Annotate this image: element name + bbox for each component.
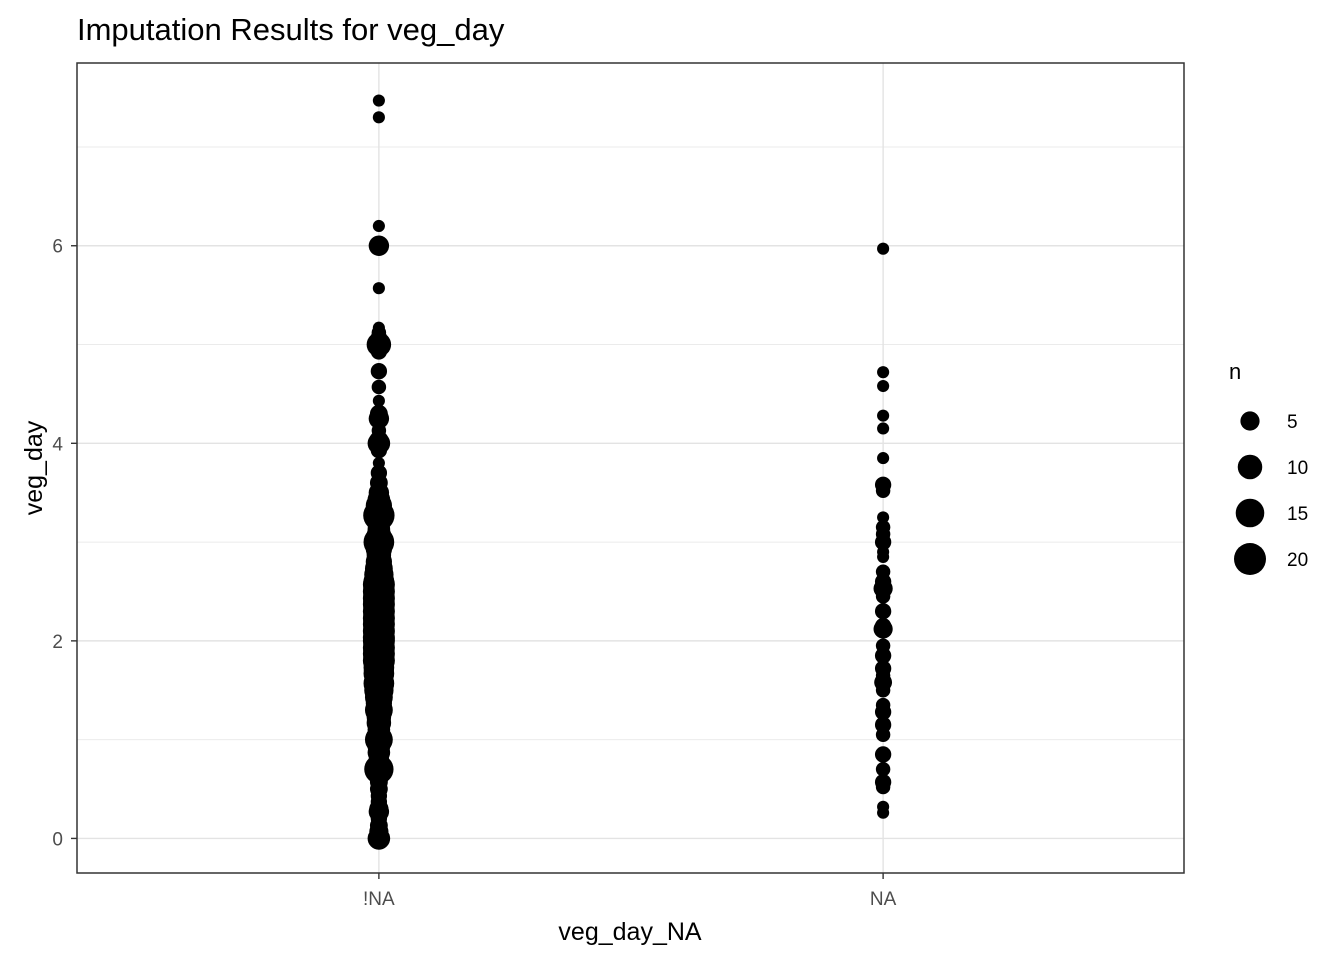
data-point: [877, 422, 890, 435]
legend-items: 5 10 15 20: [1234, 411, 1308, 575]
data-point: [875, 589, 891, 604]
y-axis-title: veg_day: [20, 420, 48, 515]
data-point: [372, 111, 385, 124]
data-point: [372, 219, 385, 233]
x-tick-label: !NA: [363, 889, 395, 910]
data-point: [875, 727, 891, 742]
legend-key-circle: [1240, 411, 1260, 431]
data-point: [874, 703, 892, 721]
plot-border: [76, 62, 1185, 874]
data-point: [370, 343, 388, 360]
data-point: [877, 511, 890, 524]
data-point: [372, 94, 385, 107]
x-tick-label: NA: [870, 889, 897, 910]
data-point: [875, 779, 891, 795]
legend-key-label: 10: [1287, 458, 1308, 479]
data-point: [877, 242, 890, 255]
size-legend: n 5 10 15 20: [1229, 359, 1308, 575]
chart-title: Imputation Results for veg_day: [77, 12, 505, 47]
data-point: [874, 746, 892, 763]
data-point: [370, 442, 388, 459]
y-tick-label: 6: [52, 237, 63, 258]
data-point: [877, 366, 890, 379]
x-axis-title: veg_day_NA: [558, 918, 701, 946]
data-point: [372, 394, 385, 407]
y-tick-label: 2: [52, 632, 63, 653]
legend-key-circle: [1235, 498, 1265, 528]
data-point: [877, 452, 890, 465]
y-tick-label: 0: [52, 829, 63, 850]
data-point: [370, 363, 388, 380]
legend-key-label: 5: [1287, 412, 1298, 433]
data-point: [874, 533, 892, 551]
legend-key-label: 20: [1287, 550, 1308, 571]
data-points: [362, 94, 893, 850]
data-point: [371, 379, 387, 395]
data-point: [368, 408, 390, 429]
data-point: [877, 409, 890, 422]
data-point: [372, 282, 385, 295]
legend-key-circle: [1237, 454, 1263, 480]
data-point: [875, 762, 891, 777]
data-point: [874, 647, 892, 664]
legend-title: n: [1229, 359, 1241, 384]
data-point: [874, 603, 892, 620]
data-point: [367, 827, 391, 850]
axes: 0 2 4 6 !NA NA: [52, 237, 896, 910]
data-point: [877, 379, 890, 393]
plot-panel: [77, 63, 1184, 873]
legend-key-circle: [1234, 543, 1266, 575]
data-point: [875, 683, 891, 698]
y-tick-label: 4: [52, 434, 63, 455]
data-point: [875, 483, 891, 498]
legend-key-label: 15: [1287, 504, 1308, 525]
data-point: [877, 806, 890, 819]
data-point: [368, 235, 390, 256]
data-point: [877, 550, 890, 563]
data-point: [873, 619, 893, 639]
